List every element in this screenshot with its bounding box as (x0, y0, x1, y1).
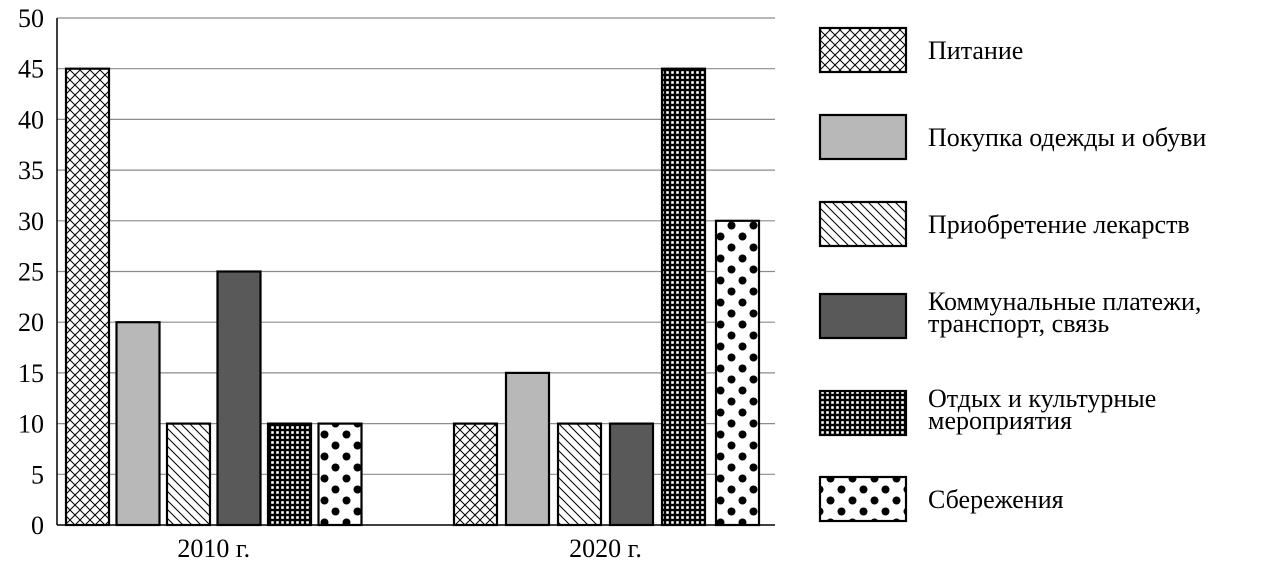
y-tick-label: 35 (18, 156, 44, 185)
y-tick-label: 5 (31, 460, 44, 489)
y-tick-label: 10 (18, 410, 44, 439)
bars (64, 67, 761, 527)
y-tick-label: 0 (31, 511, 44, 540)
legend-label: Сбережения (928, 485, 1064, 514)
y-tick-label: 25 (18, 258, 44, 287)
category-label: 2020 г. (569, 534, 642, 562)
legend-label: Покупка одежды и обуви (928, 123, 1206, 152)
bar-1-6 (317, 422, 363, 527)
bar-2-4 (608, 422, 655, 527)
legend: Питание Покупка одежды и обуви Приобретени… (818, 26, 1206, 523)
bar-2-1 (452, 422, 499, 527)
y-tick-label: 40 (18, 105, 44, 134)
category-labels: 2010 г. 2020 г. (177, 534, 641, 562)
bar-1-1 (64, 67, 111, 527)
legend-swatch (818, 113, 908, 161)
legend-swatch (818, 389, 908, 437)
category-label: 2010 г. (177, 534, 250, 562)
y-tick-label: 20 (18, 308, 44, 337)
bar-2-5 (660, 67, 707, 527)
bar-1-5 (266, 422, 313, 527)
legend-swatch (818, 475, 908, 523)
y-tick-label: 30 (18, 207, 44, 236)
bar-2-6 (714, 219, 761, 527)
bar-2-3 (556, 422, 603, 527)
legend-label: Питание (928, 36, 1023, 65)
y-tick-label: 15 (18, 359, 44, 388)
y-tick-label: 50 (18, 4, 44, 33)
legend-swatch (818, 200, 908, 248)
bar-1-3 (165, 422, 212, 527)
legend-label: Отдых и культурные мероприятия (928, 384, 1156, 435)
bar-1-4 (216, 270, 262, 527)
y-tick-label: 45 (18, 55, 44, 84)
legend-swatch (818, 292, 908, 340)
bar-2-2 (504, 371, 551, 527)
legend-label: Коммунальные платежи, транспорт, связь (928, 287, 1201, 338)
legend-swatch (818, 26, 908, 74)
legend-label: Приобретение лекарств (928, 210, 1190, 239)
bar-1-2 (115, 321, 161, 527)
y-tick-labels: 0 5 10 15 20 25 30 35 40 45 50 (18, 4, 44, 540)
